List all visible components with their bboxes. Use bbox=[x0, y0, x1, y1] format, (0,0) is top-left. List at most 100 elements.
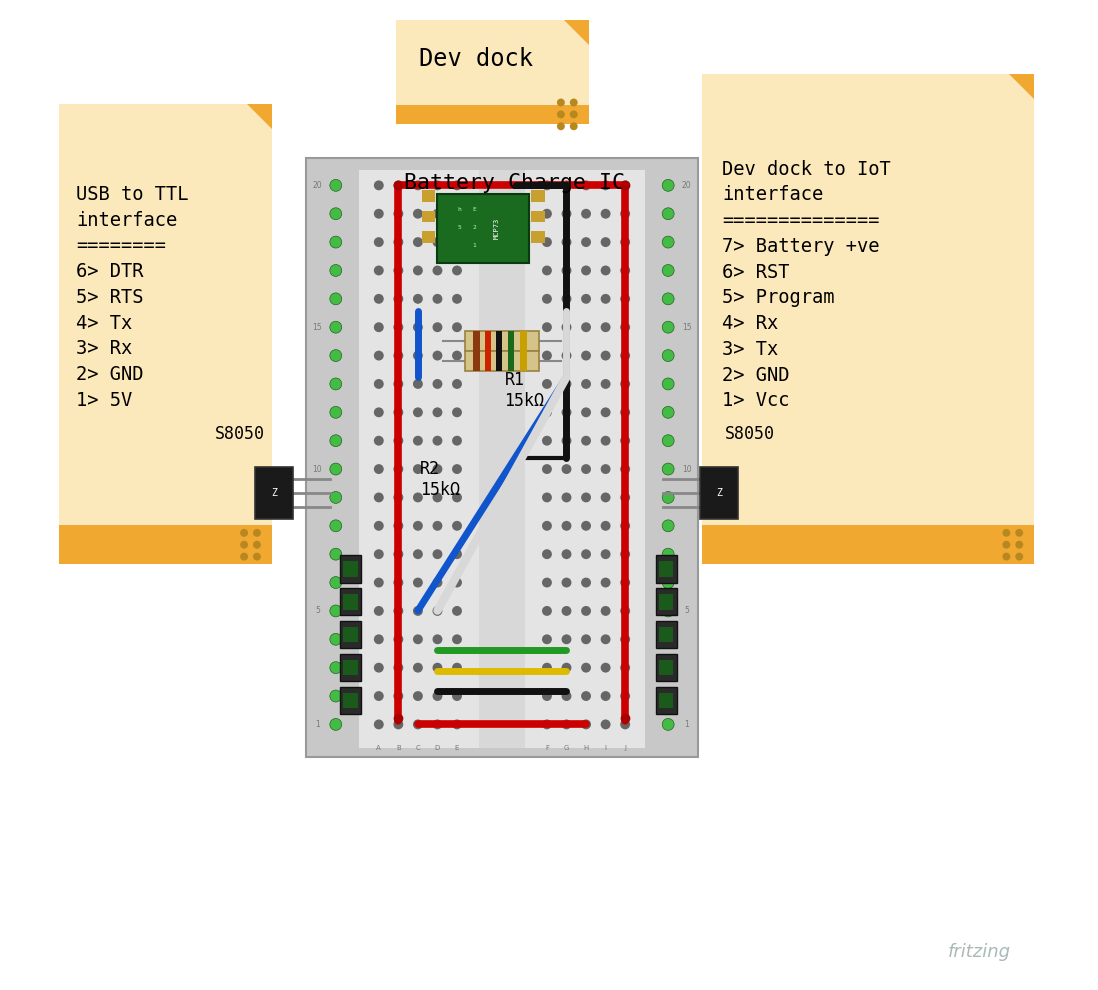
Polygon shape bbox=[564, 20, 589, 45]
Bar bbox=[656, 588, 677, 616]
Circle shape bbox=[620, 549, 630, 559]
Text: Z: Z bbox=[271, 488, 277, 498]
Circle shape bbox=[581, 606, 591, 616]
Circle shape bbox=[413, 577, 423, 587]
Circle shape bbox=[433, 549, 442, 559]
Bar bbox=[339, 554, 361, 582]
Circle shape bbox=[413, 492, 423, 502]
Circle shape bbox=[561, 606, 571, 616]
Circle shape bbox=[413, 720, 423, 730]
Circle shape bbox=[581, 350, 591, 360]
Circle shape bbox=[662, 690, 674, 702]
Circle shape bbox=[240, 541, 248, 548]
Bar bbox=[531, 211, 545, 223]
Text: 1: 1 bbox=[458, 243, 477, 248]
Text: D: D bbox=[435, 745, 440, 751]
Bar bbox=[343, 659, 358, 675]
Circle shape bbox=[561, 662, 571, 672]
Bar bbox=[422, 211, 436, 223]
Circle shape bbox=[373, 350, 383, 360]
Circle shape bbox=[433, 436, 442, 446]
Circle shape bbox=[581, 577, 591, 587]
Bar bbox=[473, 350, 480, 370]
Circle shape bbox=[601, 379, 610, 389]
Circle shape bbox=[542, 577, 552, 587]
Circle shape bbox=[393, 577, 403, 587]
Circle shape bbox=[542, 265, 552, 275]
Circle shape bbox=[452, 323, 462, 333]
Circle shape bbox=[561, 720, 571, 730]
Circle shape bbox=[329, 406, 341, 418]
Bar bbox=[422, 189, 436, 202]
Bar bbox=[507, 350, 514, 370]
Text: Battery Charge IC: Battery Charge IC bbox=[404, 173, 625, 193]
Text: Dev dock to IoT
interface
==============
7> Battery +ve
6> RST
5> Program
4> Rx
: Dev dock to IoT interface ==============… bbox=[722, 159, 892, 410]
Circle shape bbox=[581, 265, 591, 275]
Circle shape bbox=[329, 634, 341, 645]
Circle shape bbox=[413, 209, 423, 219]
Circle shape bbox=[433, 577, 442, 587]
Text: 10: 10 bbox=[313, 464, 322, 473]
Circle shape bbox=[373, 549, 383, 559]
Circle shape bbox=[662, 576, 674, 588]
Text: 15: 15 bbox=[682, 323, 692, 332]
Text: Z: Z bbox=[716, 488, 722, 498]
Circle shape bbox=[561, 379, 571, 389]
Circle shape bbox=[329, 605, 341, 617]
Circle shape bbox=[620, 606, 630, 616]
Circle shape bbox=[452, 294, 462, 304]
Text: S8050: S8050 bbox=[215, 425, 265, 443]
Circle shape bbox=[393, 323, 403, 333]
Circle shape bbox=[393, 379, 403, 389]
Bar bbox=[531, 232, 545, 244]
Circle shape bbox=[393, 662, 403, 672]
Circle shape bbox=[413, 294, 423, 304]
Circle shape bbox=[373, 577, 383, 587]
Polygon shape bbox=[247, 104, 272, 129]
Circle shape bbox=[601, 549, 610, 559]
Bar bbox=[339, 687, 361, 715]
Circle shape bbox=[581, 294, 591, 304]
Circle shape bbox=[542, 492, 552, 502]
Circle shape bbox=[329, 378, 341, 390]
Text: 1: 1 bbox=[315, 720, 320, 729]
Circle shape bbox=[1002, 552, 1010, 560]
Circle shape bbox=[620, 662, 630, 672]
Circle shape bbox=[557, 111, 564, 119]
Circle shape bbox=[413, 180, 423, 190]
Circle shape bbox=[329, 179, 341, 191]
Circle shape bbox=[581, 436, 591, 446]
Bar bbox=[464, 332, 539, 351]
Circle shape bbox=[557, 123, 564, 131]
Bar bbox=[659, 627, 673, 643]
Circle shape bbox=[452, 379, 462, 389]
Circle shape bbox=[240, 552, 248, 560]
Text: 1: 1 bbox=[684, 720, 688, 729]
Circle shape bbox=[433, 294, 442, 304]
Circle shape bbox=[662, 208, 674, 220]
Circle shape bbox=[620, 577, 630, 587]
Circle shape bbox=[452, 407, 462, 417]
Circle shape bbox=[413, 379, 423, 389]
Circle shape bbox=[433, 180, 442, 190]
Circle shape bbox=[620, 492, 630, 502]
Circle shape bbox=[373, 521, 383, 531]
Circle shape bbox=[620, 350, 630, 360]
Circle shape bbox=[393, 606, 403, 616]
Circle shape bbox=[557, 99, 564, 107]
Circle shape bbox=[393, 464, 403, 474]
Circle shape bbox=[393, 436, 403, 446]
Circle shape bbox=[601, 720, 610, 730]
Circle shape bbox=[393, 407, 403, 417]
Circle shape bbox=[329, 690, 341, 702]
Bar bbox=[339, 588, 361, 616]
Circle shape bbox=[620, 691, 630, 701]
Circle shape bbox=[581, 635, 591, 644]
Text: fritzing: fritzing bbox=[949, 943, 1011, 961]
Circle shape bbox=[662, 463, 674, 475]
Bar bbox=[339, 653, 361, 681]
Circle shape bbox=[601, 209, 610, 219]
Circle shape bbox=[601, 464, 610, 474]
Circle shape bbox=[662, 435, 674, 446]
Circle shape bbox=[561, 323, 571, 333]
